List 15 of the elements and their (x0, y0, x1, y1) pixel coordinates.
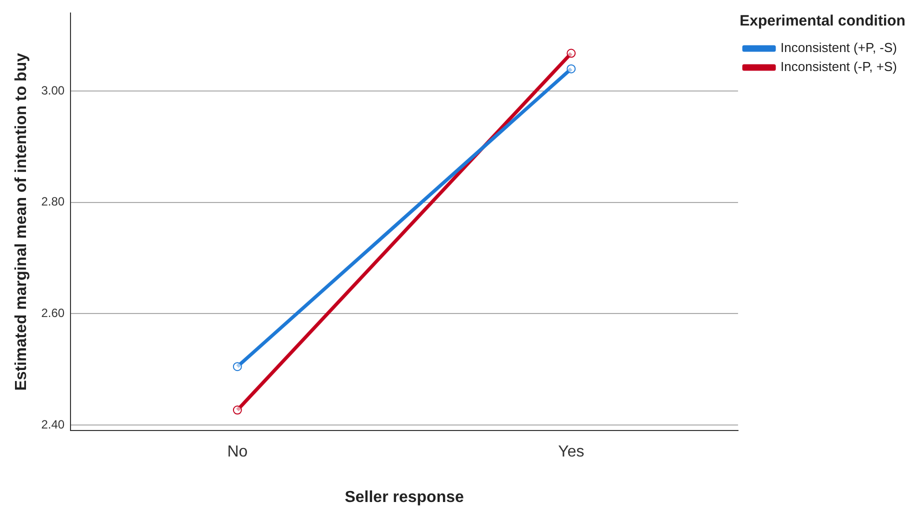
y-tick-label: 2.80 (41, 194, 65, 209)
x-axis-title: Seller response (344, 488, 464, 506)
y-tick-label: 2.60 (41, 306, 65, 320)
x-tick-label: Yes (558, 444, 584, 461)
y-axis-title: Estimated marginal mean of intention to buy (13, 52, 30, 391)
x-tick-label: No (227, 444, 248, 461)
point (232, 362, 242, 372)
point (232, 406, 242, 415)
y-tick-label: 2.40 (41, 417, 65, 432)
legend-label: Inconsistent (-P, +S) (780, 59, 898, 74)
point (566, 64, 576, 74)
legend-title: Experimental condition (740, 12, 906, 30)
y-tick-label: 3.00 (41, 83, 65, 98)
point (566, 48, 576, 58)
legend-label: Inconsistent (+P, -S) (780, 40, 898, 56)
